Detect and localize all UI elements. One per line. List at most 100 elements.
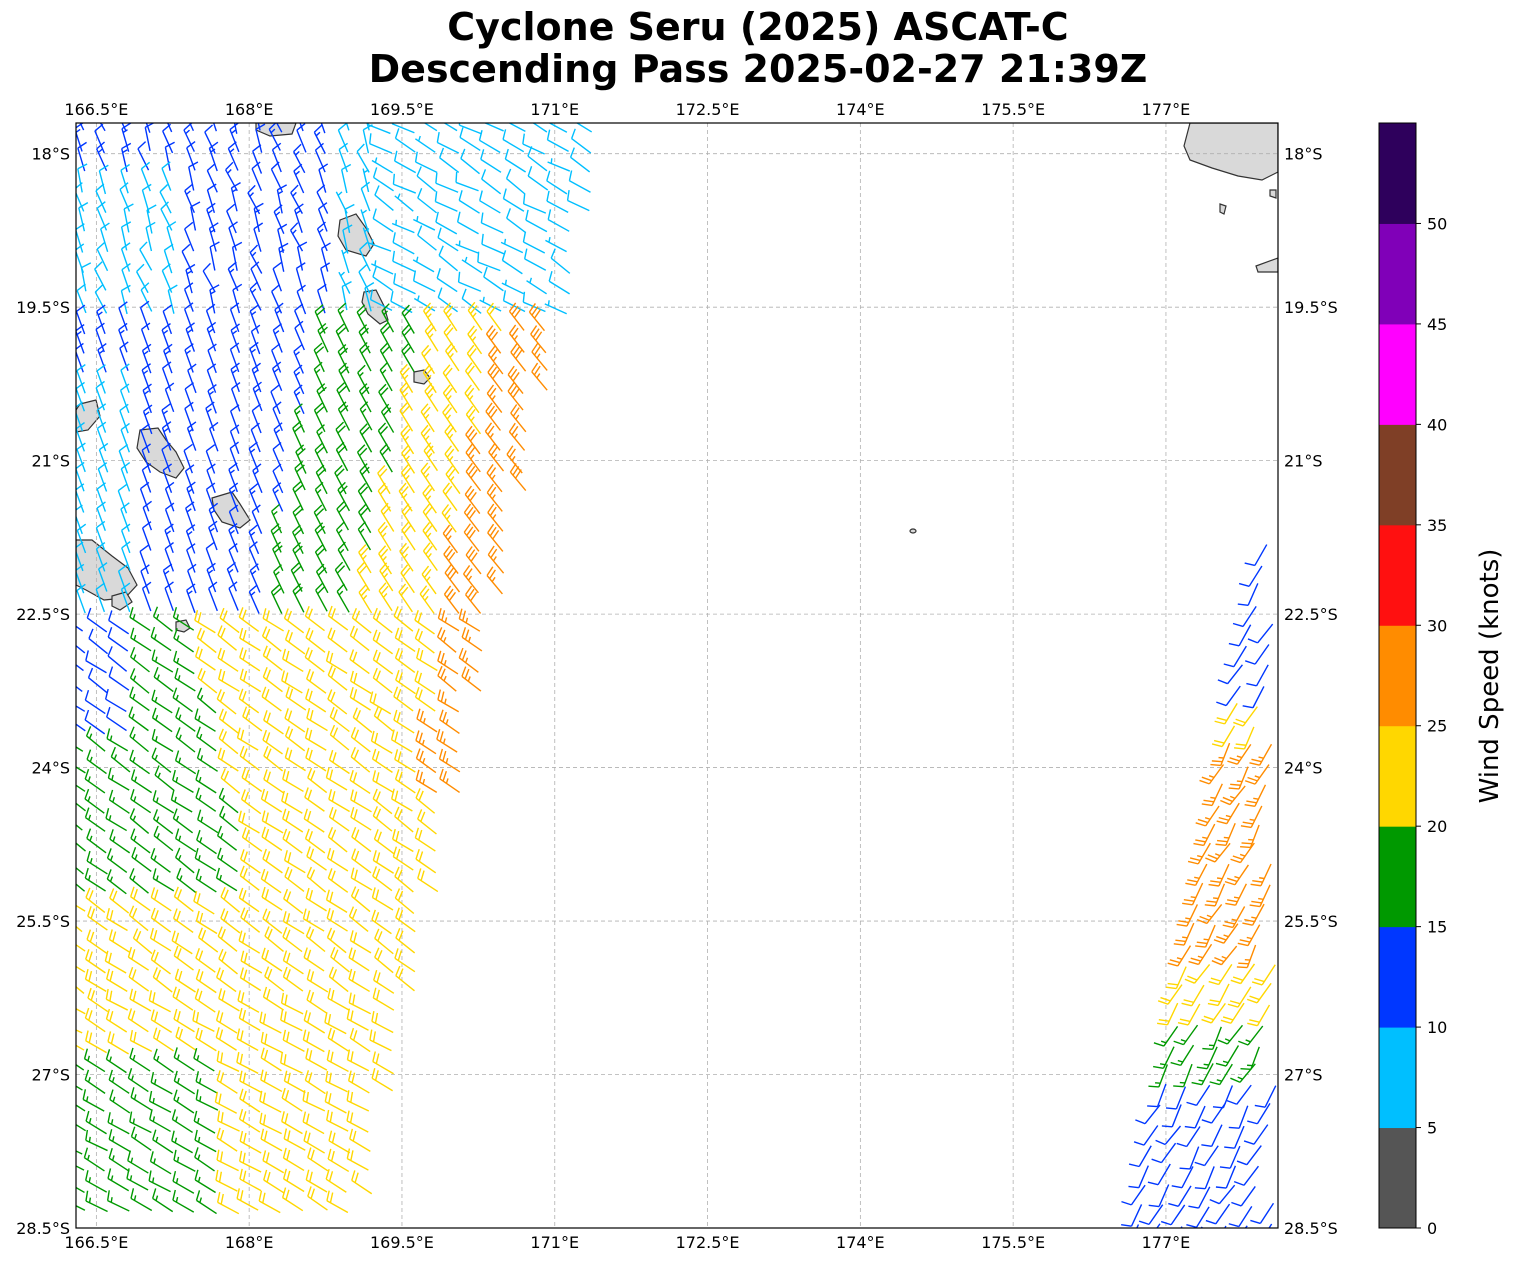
wind-barb (506, 208, 527, 234)
wind-barb (421, 344, 436, 374)
wind-barb (304, 1070, 326, 1095)
wind-barb (85, 949, 106, 974)
wind-barb (142, 383, 152, 414)
wind-barb (358, 544, 372, 574)
wind-barb (173, 628, 194, 653)
wind-barb (109, 1089, 131, 1114)
wind-barb (94, 261, 107, 291)
wind-barb (137, 141, 150, 171)
wind-barb (205, 541, 216, 572)
wind-barb (369, 1029, 392, 1052)
wind-barb (149, 1109, 171, 1133)
wind-barb (1228, 766, 1249, 790)
wind-barb (229, 441, 240, 472)
wind-barb (1250, 863, 1272, 887)
wind-barb (118, 301, 128, 331)
wind-barb (249, 244, 263, 274)
wind-barb (140, 161, 151, 192)
wind-barb (435, 211, 458, 235)
wind-barb (439, 709, 460, 735)
wind-barb (316, 424, 328, 454)
wind-barb (372, 866, 393, 892)
wind-barb (304, 787, 325, 812)
wind-barb (442, 364, 458, 394)
wind-barb (130, 647, 150, 673)
wind-barb (120, 523, 131, 554)
wind-barb (208, 141, 219, 172)
wind-barb (414, 628, 435, 654)
wind-barb (1153, 1025, 1179, 1047)
wind-barb (281, 1111, 303, 1135)
wind-barb (1205, 842, 1231, 863)
wind-barb (274, 302, 285, 333)
wind-barb (306, 866, 327, 893)
wind-barb (296, 241, 308, 271)
wind-barb (413, 215, 436, 231)
wind-barb (281, 1187, 304, 1212)
wind-barb (262, 729, 283, 755)
wind-barb (401, 342, 415, 373)
wind-barb (184, 382, 195, 412)
wind-barb (1224, 864, 1249, 886)
wind-barb (1212, 1085, 1234, 1109)
wind-barb (196, 627, 217, 654)
wind-barb (105, 808, 128, 832)
wind-barb (76, 784, 86, 792)
colorbar-tick-label: 45 (1427, 315, 1447, 334)
wind-barb (1228, 1105, 1249, 1129)
wind-barb (84, 807, 106, 832)
wind-barb (414, 609, 435, 635)
wind-barb (346, 1110, 369, 1133)
wind-barb (575, 123, 593, 133)
wind-barb (379, 342, 393, 372)
wind-barb (294, 303, 305, 333)
wind-barb (356, 143, 370, 173)
wind-barb (240, 849, 261, 874)
wind-barb (166, 221, 177, 251)
wind-barb (194, 646, 216, 671)
wind-barb (130, 828, 151, 854)
wind-barb (76, 766, 86, 774)
wind-barb (259, 1011, 282, 1034)
wind-barb (341, 281, 352, 311)
wind-barb (76, 883, 86, 892)
wind-barb (1240, 805, 1263, 829)
wind-barb (290, 184, 303, 214)
wind-barb (377, 521, 392, 551)
wind-barb (127, 1068, 149, 1093)
wind-barb (1171, 1166, 1194, 1189)
wind-barb (462, 565, 479, 594)
wind-barb (371, 1010, 394, 1034)
wind-barb (120, 461, 131, 492)
wind-barb (357, 482, 371, 513)
wind-barb (162, 463, 173, 493)
wind-barb (153, 825, 174, 852)
wind-barb (371, 1068, 394, 1092)
wind-barb (186, 141, 196, 171)
wind-barb (271, 361, 283, 392)
wind-barb (346, 1008, 369, 1031)
wind-barb (108, 929, 131, 953)
wind-barb (249, 281, 262, 311)
wind-barb (349, 686, 371, 711)
wind-barb (217, 668, 240, 692)
wind-barb (351, 848, 372, 874)
wind-barb (253, 202, 264, 233)
wind-barb (1240, 824, 1260, 849)
wind-barb (106, 728, 129, 752)
wind-barb (1211, 725, 1236, 748)
wind-barb (422, 364, 437, 394)
wind-barb (296, 284, 307, 315)
wind-barb (95, 582, 106, 613)
wind-barb (328, 966, 349, 993)
wind-barb (401, 304, 415, 334)
wind-barb (486, 302, 502, 332)
wind-barb (1244, 784, 1267, 808)
wind-barb (153, 1048, 174, 1074)
wind-barb (1165, 1086, 1187, 1110)
wind-barb (342, 224, 353, 254)
wind-barb (523, 248, 547, 271)
wind-barb (96, 304, 106, 335)
wind-barb (216, 1191, 240, 1215)
wind-barb (108, 789, 130, 814)
